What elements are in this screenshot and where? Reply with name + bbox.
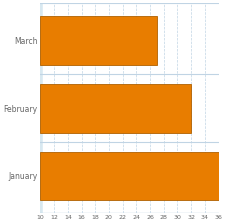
Bar <box>40 84 190 133</box>
Bar <box>40 16 156 65</box>
Bar <box>40 152 218 200</box>
